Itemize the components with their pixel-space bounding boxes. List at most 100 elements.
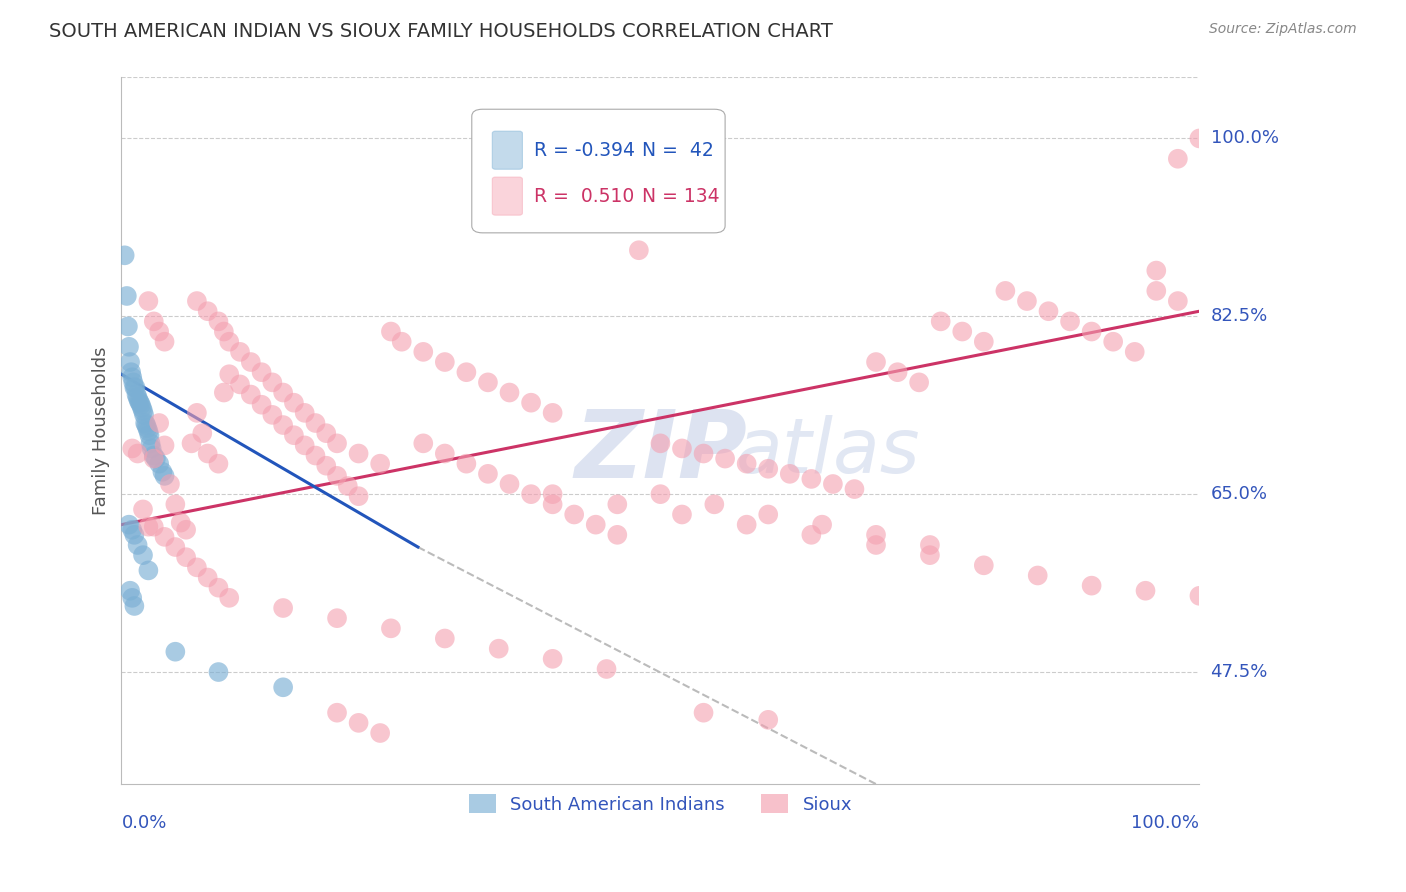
Point xyxy=(908,376,931,390)
Point xyxy=(456,365,478,379)
Point xyxy=(136,421,159,435)
Point xyxy=(122,376,145,390)
Point xyxy=(239,355,262,369)
Point xyxy=(262,376,284,390)
Point xyxy=(671,442,693,456)
Point xyxy=(128,395,150,409)
Point xyxy=(229,377,252,392)
Point xyxy=(212,325,235,339)
Point xyxy=(1015,294,1038,309)
Point xyxy=(304,416,326,430)
Point xyxy=(174,523,197,537)
Text: 47.5%: 47.5% xyxy=(1211,663,1268,681)
Point xyxy=(1188,589,1211,603)
Point xyxy=(1123,344,1146,359)
Point xyxy=(347,715,370,730)
Point xyxy=(132,404,155,418)
Point xyxy=(541,406,564,420)
Point xyxy=(412,344,434,359)
Point xyxy=(391,334,413,349)
Text: N =  42: N = 42 xyxy=(643,141,714,160)
Point xyxy=(735,457,758,471)
Point xyxy=(477,467,499,481)
Point xyxy=(129,398,152,412)
Point xyxy=(197,570,219,584)
Point xyxy=(148,325,170,339)
Point xyxy=(186,560,208,574)
Point xyxy=(120,365,142,379)
Text: 100.0%: 100.0% xyxy=(1211,129,1278,147)
Text: SOUTH AMERICAN INDIAN VS SIOUX FAMILY HOUSEHOLDS CORRELATION CHART: SOUTH AMERICAN INDIAN VS SIOUX FAMILY HO… xyxy=(49,22,834,41)
Point xyxy=(650,487,672,501)
Point xyxy=(159,477,181,491)
Point xyxy=(1167,294,1189,309)
Point xyxy=(197,304,219,318)
Point xyxy=(1080,325,1102,339)
Text: 100.0%: 100.0% xyxy=(1132,814,1199,832)
Point xyxy=(283,428,305,442)
Point xyxy=(498,477,520,491)
Point xyxy=(380,621,402,635)
Point xyxy=(138,428,160,442)
Point xyxy=(271,418,294,433)
Point xyxy=(165,497,187,511)
Point xyxy=(433,632,456,646)
Point xyxy=(148,416,170,430)
Point xyxy=(973,558,995,573)
Point xyxy=(138,294,160,309)
Point xyxy=(865,528,887,542)
FancyBboxPatch shape xyxy=(472,109,725,233)
Point xyxy=(1144,284,1167,298)
Point xyxy=(174,550,197,565)
Point xyxy=(153,438,176,452)
Point xyxy=(1188,131,1211,145)
Point xyxy=(186,406,208,420)
Point xyxy=(585,517,607,532)
Point xyxy=(124,380,146,394)
Text: 65.0%: 65.0% xyxy=(1211,485,1268,503)
Point xyxy=(650,436,672,450)
Point xyxy=(283,395,305,409)
Point xyxy=(212,385,235,400)
Point xyxy=(918,538,941,552)
Point xyxy=(153,334,176,349)
Point xyxy=(139,436,162,450)
Point xyxy=(207,665,229,679)
Point xyxy=(115,289,138,303)
Point xyxy=(197,446,219,460)
Point xyxy=(186,294,208,309)
Text: R = -0.394: R = -0.394 xyxy=(534,141,636,160)
Point xyxy=(488,641,510,656)
Point xyxy=(170,516,193,530)
Point xyxy=(520,395,543,409)
Point xyxy=(138,563,160,577)
Point xyxy=(191,426,214,441)
Legend: South American Indians, Sioux: South American Indians, Sioux xyxy=(461,787,859,821)
Point xyxy=(336,479,359,493)
Point xyxy=(153,530,176,544)
Point xyxy=(134,416,156,430)
Point xyxy=(124,528,146,542)
Point xyxy=(1026,568,1049,582)
Point xyxy=(250,365,273,379)
Point xyxy=(152,465,174,479)
Point xyxy=(477,376,499,390)
Point xyxy=(132,548,155,562)
Point xyxy=(207,581,229,595)
Point xyxy=(271,385,294,400)
Point xyxy=(127,391,149,405)
Point xyxy=(124,380,146,394)
Point xyxy=(315,458,337,473)
Point xyxy=(118,517,141,532)
Text: 0.0%: 0.0% xyxy=(121,814,167,832)
Point xyxy=(239,387,262,401)
Point xyxy=(606,497,628,511)
Point xyxy=(326,706,349,720)
Point xyxy=(779,467,801,481)
Point xyxy=(326,436,349,450)
Point xyxy=(271,601,294,615)
FancyBboxPatch shape xyxy=(492,177,523,215)
Point xyxy=(120,583,142,598)
Point xyxy=(562,508,585,522)
Point xyxy=(128,393,150,408)
